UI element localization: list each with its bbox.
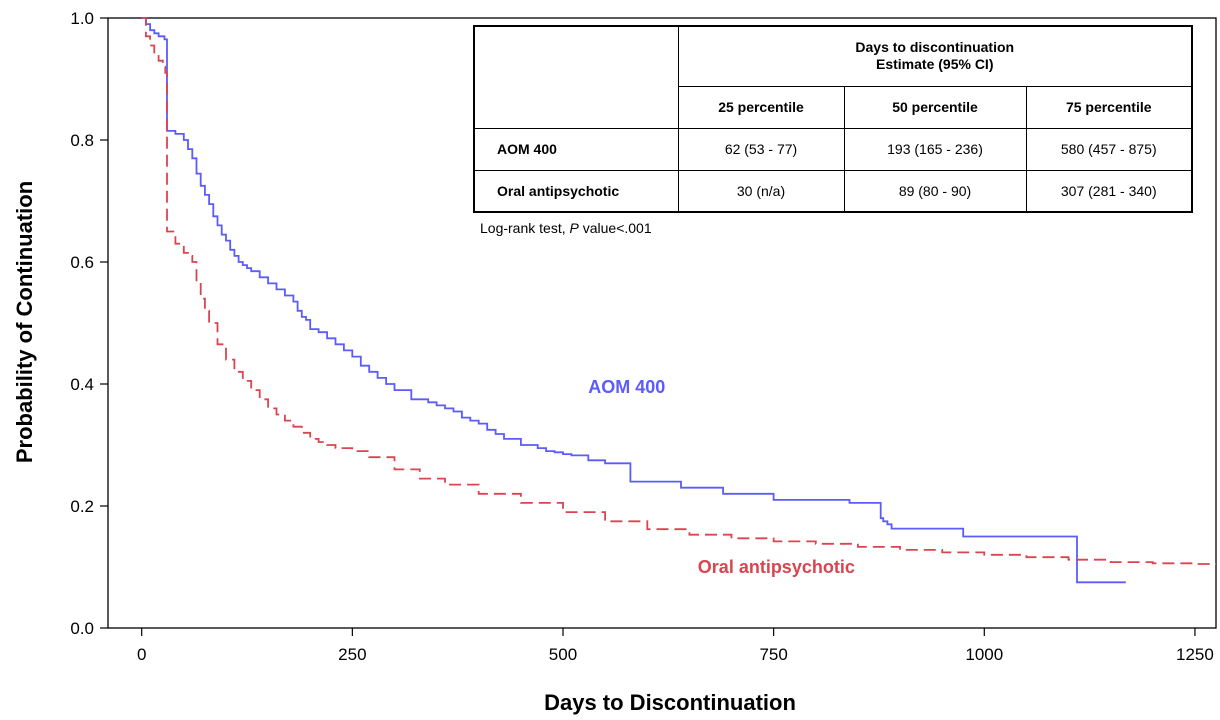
x-axis-title: Days to Discontinuation	[544, 690, 796, 715]
y-tick-label: 0.6	[70, 253, 94, 272]
table-row-label: Oral antipsychotic	[473, 169, 679, 213]
table-cell: 30 (n/a)	[677, 169, 845, 213]
logrank-footnote: Log-rank test, P value<.001	[480, 220, 652, 236]
y-axis-title: Probability of Continuation	[12, 181, 37, 463]
table-header-title: Days to discontinuation	[855, 39, 1015, 56]
table-header-top: Days to discontinuation Estimate (95% CI…	[677, 25, 1193, 87]
table-cell: 580 (457 - 875)	[1025, 127, 1193, 171]
table-cell: 62 (53 - 77)	[677, 127, 845, 171]
table-col-header: 50 percentile	[843, 85, 1027, 129]
series-line-oral-antipsychotic	[141, 17, 1216, 565]
x-tick-label: 500	[549, 645, 577, 664]
table-header-subtitle: Estimate (95% CI)	[876, 56, 994, 73]
y-tick-label: 0.8	[70, 131, 94, 150]
table-cell: 193 (165 - 236)	[843, 127, 1027, 171]
footnote-suffix: value<.001	[578, 220, 652, 236]
y-tick-label: 0.0	[70, 619, 94, 638]
series-annotation: Oral antipsychotic	[698, 557, 855, 577]
annotation-layer: AOM 400 Oral antipsychotic	[588, 377, 855, 577]
x-tick-label: 0	[137, 645, 146, 664]
y-tick-label: 0.2	[70, 497, 94, 516]
table-col-header: 25 percentile	[677, 85, 845, 129]
table-row: Oral antipsychotic 30 (n/a) 89 (80 - 90)…	[473, 169, 1193, 213]
table-cell: 89 (80 - 90)	[843, 169, 1027, 213]
series-line-aom-400	[141, 17, 1126, 584]
table-col-header: 75 percentile	[1025, 85, 1193, 129]
table-row-label: AOM 400	[473, 127, 679, 171]
series-annotation: AOM 400	[588, 377, 665, 397]
footnote-prefix: Log-rank test,	[480, 220, 570, 236]
x-tick-label: 250	[338, 645, 366, 664]
footnote-p-symbol: P	[569, 220, 579, 236]
x-tick-label: 750	[759, 645, 787, 664]
table-row: AOM 400 62 (53 - 77) 193 (165 - 236) 580…	[473, 127, 1193, 171]
x-tick-label: 1250	[1176, 645, 1214, 664]
percentile-table: Days to discontinuation Estimate (95% CI…	[473, 25, 1193, 213]
table-cell: 307 (281 - 340)	[1025, 169, 1193, 213]
axes: 0 250 500 750 1000 1250 0.0 0.2 0.4 0.6 0.8 1.0	[70, 9, 1217, 664]
y-tick-label: 1.0	[70, 9, 94, 28]
x-tick-label: 1000	[965, 645, 1003, 664]
series-layer	[141, 17, 1216, 584]
plot-frame	[107, 17, 1217, 629]
y-tick-label: 0.4	[70, 375, 94, 394]
table-corner-cell	[473, 25, 679, 129]
